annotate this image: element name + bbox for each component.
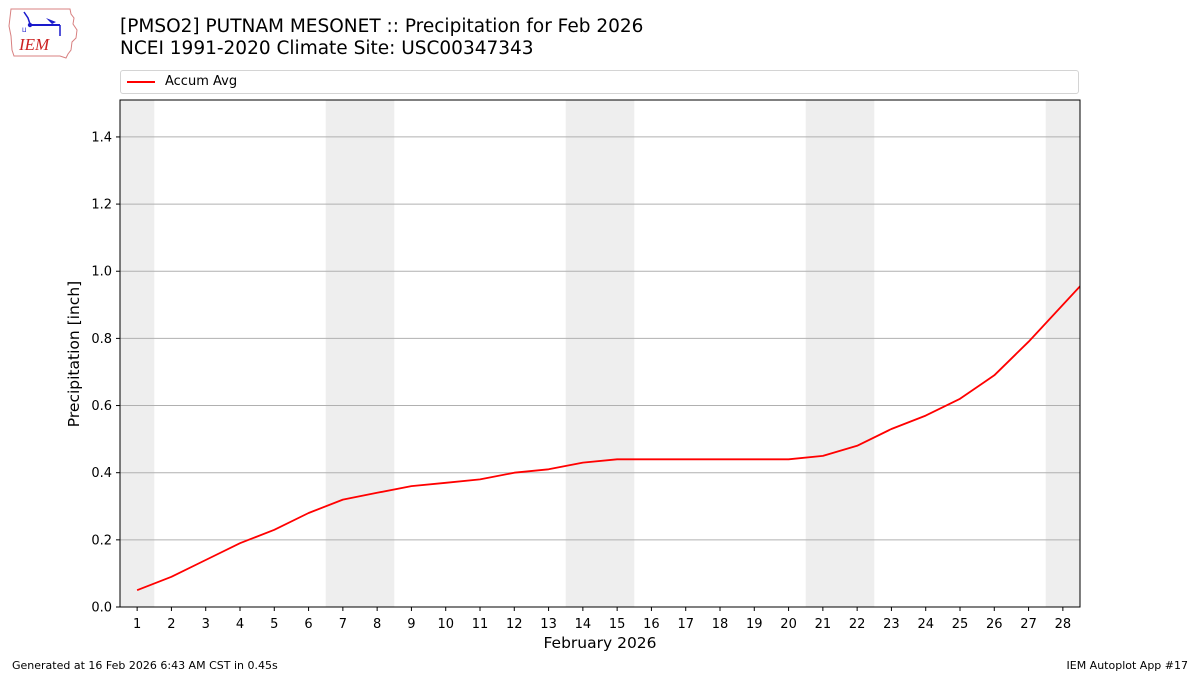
x-tick-label: 3 [202,617,210,632]
y-tick-label: 0.0 [91,601,112,616]
x-tick-label: 22 [849,617,866,632]
legend-swatch-accum-avg [127,81,155,83]
x-tick-label: 7 [339,617,347,632]
x-tick-label: 10 [437,617,454,632]
x-tick-label: 28 [1055,617,1072,632]
legend: Accum Avg [120,70,1079,94]
x-tick-label: 1 [133,617,141,632]
x-tick-label: 16 [643,617,660,632]
x-tick-label: 6 [304,617,312,632]
weekend-shade [565,100,600,607]
x-tick-label: 27 [1020,617,1037,632]
x-tick-label: 18 [712,617,729,632]
y-tick-label: 1.0 [91,265,112,280]
y-tick-label: 1.4 [91,130,112,145]
chart-title-line1: [PMSO2] PUTNAM MESONET :: Precipitation … [120,16,644,37]
x-tick-label: 2 [167,617,175,632]
x-tick-label: 25 [952,617,969,632]
weekend-shade [600,100,635,607]
svg-text:IEM: IEM [18,35,50,54]
x-tick-label: 21 [815,617,832,632]
y-tick-label: 0.4 [91,466,112,481]
generated-timestamp: Generated at 16 Feb 2026 6:43 AM CST in … [12,659,278,672]
x-tick-label: 26 [986,617,1003,632]
x-tick-label: 8 [373,617,381,632]
y-axis-label: Precipitation [inch] [65,280,83,428]
x-tick-label: 5 [270,617,278,632]
x-tick-label: 12 [506,617,523,632]
x-tick-label: 17 [677,617,694,632]
app-credit: IEM Autoplot App #17 [1066,659,1189,672]
x-tick-label: 11 [472,617,489,632]
series-line-accum-avg [136,285,1080,592]
svg-text:ⵡ: ⵡ [22,27,27,34]
x-tick-label: 15 [609,617,626,632]
iem-logo: ⵡ IEM [8,6,80,60]
y-tick-label: 0.8 [91,332,112,347]
weekend-shade [1045,100,1080,607]
x-tick-label: 20 [780,617,797,632]
y-tick-label: 1.2 [91,198,112,213]
x-tick-label: 9 [407,617,415,632]
chart-title: [PMSO2] PUTNAM MESONET :: Precipitation … [120,16,643,60]
plot-frame [119,99,1081,608]
x-tick-label: 19 [746,617,763,632]
x-axis-label: February 2026 [543,634,657,652]
legend-label-accum-avg: Accum Avg [165,74,238,89]
weekend-shade [325,100,360,607]
weekend-shade [805,100,840,607]
x-tick-label: 14 [575,617,592,632]
weekend-shade [840,100,875,607]
y-tick-label: 0.6 [91,399,112,414]
x-tick-label: 4 [236,617,244,632]
y-tick-label: 0.2 [91,533,112,548]
weekend-shade [360,100,395,607]
chart-title-line2: NCEI 1991-2020 Climate Site: USC00347343 [120,38,534,59]
iowa-map-icon: ⵡ IEM [8,8,78,59]
weekend-shade [120,100,155,607]
x-tick-label: 24 [917,617,934,632]
x-tick-label: 13 [540,617,557,632]
x-tick-label: 23 [883,617,900,632]
